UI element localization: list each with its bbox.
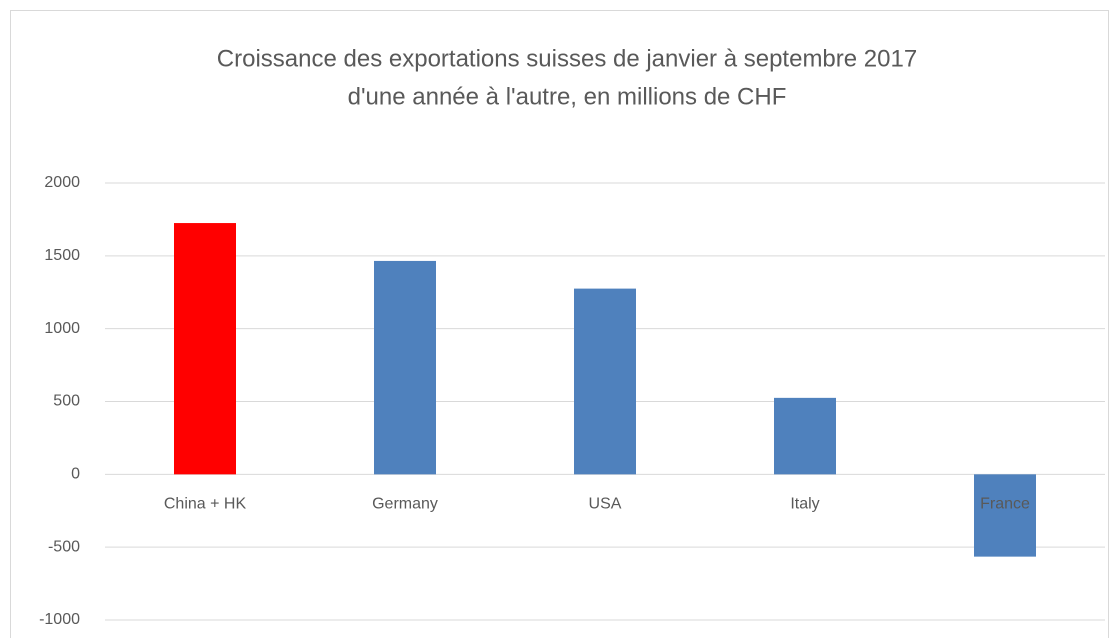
y-tick-label: 500 <box>53 393 80 410</box>
x-tick-label: Italy <box>790 496 819 513</box>
x-tick-label: USA <box>589 496 622 513</box>
y-tick-label: 1500 <box>44 247 80 264</box>
x-tick-label: China + HK <box>164 496 247 513</box>
x-tick-label: France <box>980 496 1030 513</box>
bar <box>774 397 836 475</box>
y-tick-label: -1000 <box>39 611 80 628</box>
y-tick-label: 1000 <box>44 320 80 337</box>
bar <box>574 288 636 475</box>
bar <box>974 474 1036 557</box>
chart-title: d'une année à l'autre, en millions de CH… <box>348 83 787 110</box>
bar <box>374 260 436 475</box>
chart-title: Croissance des exportations suisses de j… <box>217 45 917 72</box>
x-tick-label: Germany <box>372 496 438 513</box>
y-tick-label: 2000 <box>44 174 80 191</box>
y-tick-label: -500 <box>48 538 80 555</box>
y-tick-label: 0 <box>71 466 80 483</box>
bar <box>174 223 236 475</box>
